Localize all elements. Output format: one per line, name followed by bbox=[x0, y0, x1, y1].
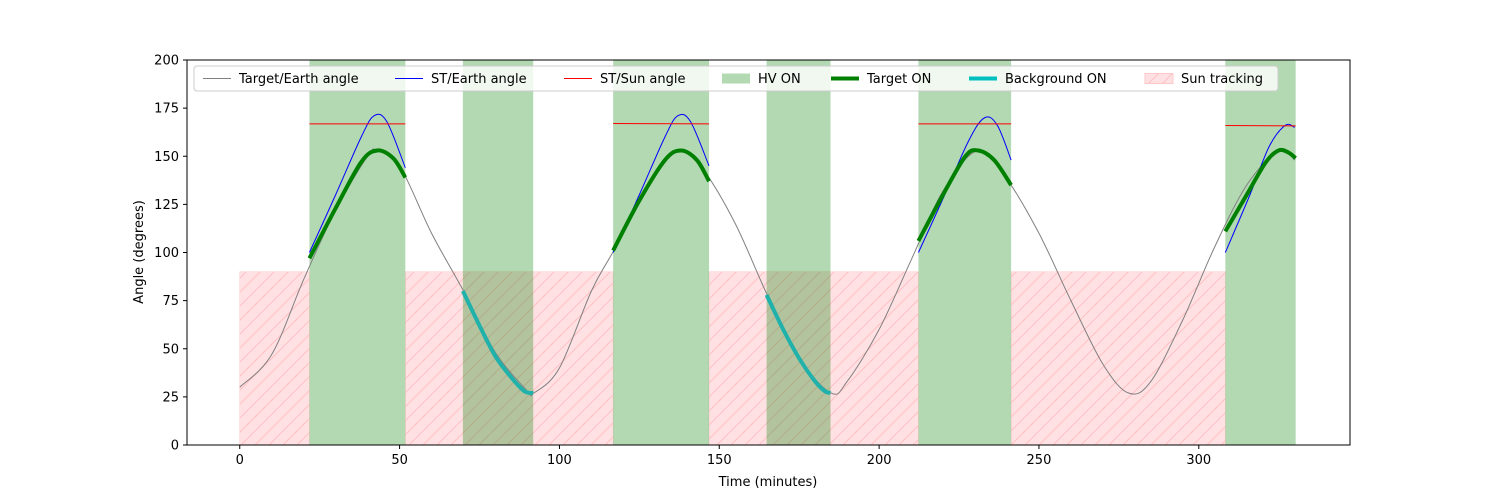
y-tick-label: 75 bbox=[162, 294, 179, 309]
y-tick-label: 125 bbox=[154, 198, 179, 213]
series-background-on bbox=[461, 290, 534, 396]
sun-tracking-region bbox=[1010, 271, 1226, 446]
legend-label-target-on: Target ON bbox=[866, 72, 931, 87]
series-st-earth-angle bbox=[917, 116, 1012, 253]
y-tick-label: 150 bbox=[154, 150, 179, 165]
hv-on-region bbox=[462, 60, 534, 445]
series-target-on bbox=[611, 148, 711, 252]
y-axis-ticks: 0 25 50 75 100 125 150 175 200 bbox=[154, 54, 187, 454]
x-tick-label: 300 bbox=[1186, 453, 1211, 468]
legend-label-target-earth-angle: Target/Earth angle bbox=[238, 72, 359, 87]
x-tick-label: 100 bbox=[547, 453, 572, 468]
y-tick-label: 50 bbox=[162, 342, 179, 357]
sun-tracking-region bbox=[239, 271, 310, 446]
legend-label-background-on: Background ON bbox=[1005, 72, 1107, 87]
series-target-on bbox=[916, 148, 1013, 242]
legend-label-st-sun-angle: ST/Sun angle bbox=[600, 72, 686, 87]
y-tick-label: 175 bbox=[154, 102, 179, 117]
legend-swatch-hv-on bbox=[722, 73, 750, 84]
sun-tracking-region bbox=[708, 271, 919, 446]
legend-label-sun-tracking: Sun tracking bbox=[1181, 72, 1263, 87]
x-axis-ticks: 0 50 100 150 200 250 300 bbox=[236, 445, 1211, 468]
y-tick-label: 100 bbox=[154, 246, 179, 261]
series-target-on bbox=[1223, 147, 1297, 233]
y-axis-label: Angle (degrees) bbox=[132, 200, 147, 304]
hv-on-region bbox=[613, 60, 710, 445]
legend-swatch-sun-tracking bbox=[1144, 73, 1174, 84]
x-tick-label: 200 bbox=[867, 453, 892, 468]
x-tick-label: 250 bbox=[1027, 453, 1052, 468]
y-tick-label: 0 bbox=[171, 439, 179, 454]
legend-label-st-earth-angle: ST/Earth angle bbox=[431, 72, 527, 87]
legend-label-hv-on: HV ON bbox=[758, 72, 801, 87]
x-tick-label: 0 bbox=[236, 453, 244, 468]
series-background-on bbox=[764, 293, 832, 395]
y-tick-label: 200 bbox=[154, 54, 179, 69]
x-tick-label: 150 bbox=[707, 453, 732, 468]
series-target-on bbox=[307, 148, 408, 260]
x-axis-label: Time (minutes) bbox=[718, 475, 818, 490]
series-st-earth-angle bbox=[1224, 123, 1295, 253]
hv-on-region bbox=[309, 60, 406, 445]
hv-on-region bbox=[1225, 60, 1296, 445]
legend-box bbox=[193, 65, 1279, 92]
y-tick-label: 25 bbox=[162, 390, 179, 405]
hv-on-region bbox=[918, 60, 1012, 445]
series-lines bbox=[239, 113, 1297, 397]
sun-tracking-regions bbox=[239, 271, 1226, 446]
x-tick-label: 50 bbox=[391, 453, 408, 468]
sun-tracking-region bbox=[405, 271, 614, 446]
legend: Target/Earth angle ST/Earth angle ST/Sun a… bbox=[193, 65, 1279, 92]
hv-on-region bbox=[766, 60, 831, 445]
